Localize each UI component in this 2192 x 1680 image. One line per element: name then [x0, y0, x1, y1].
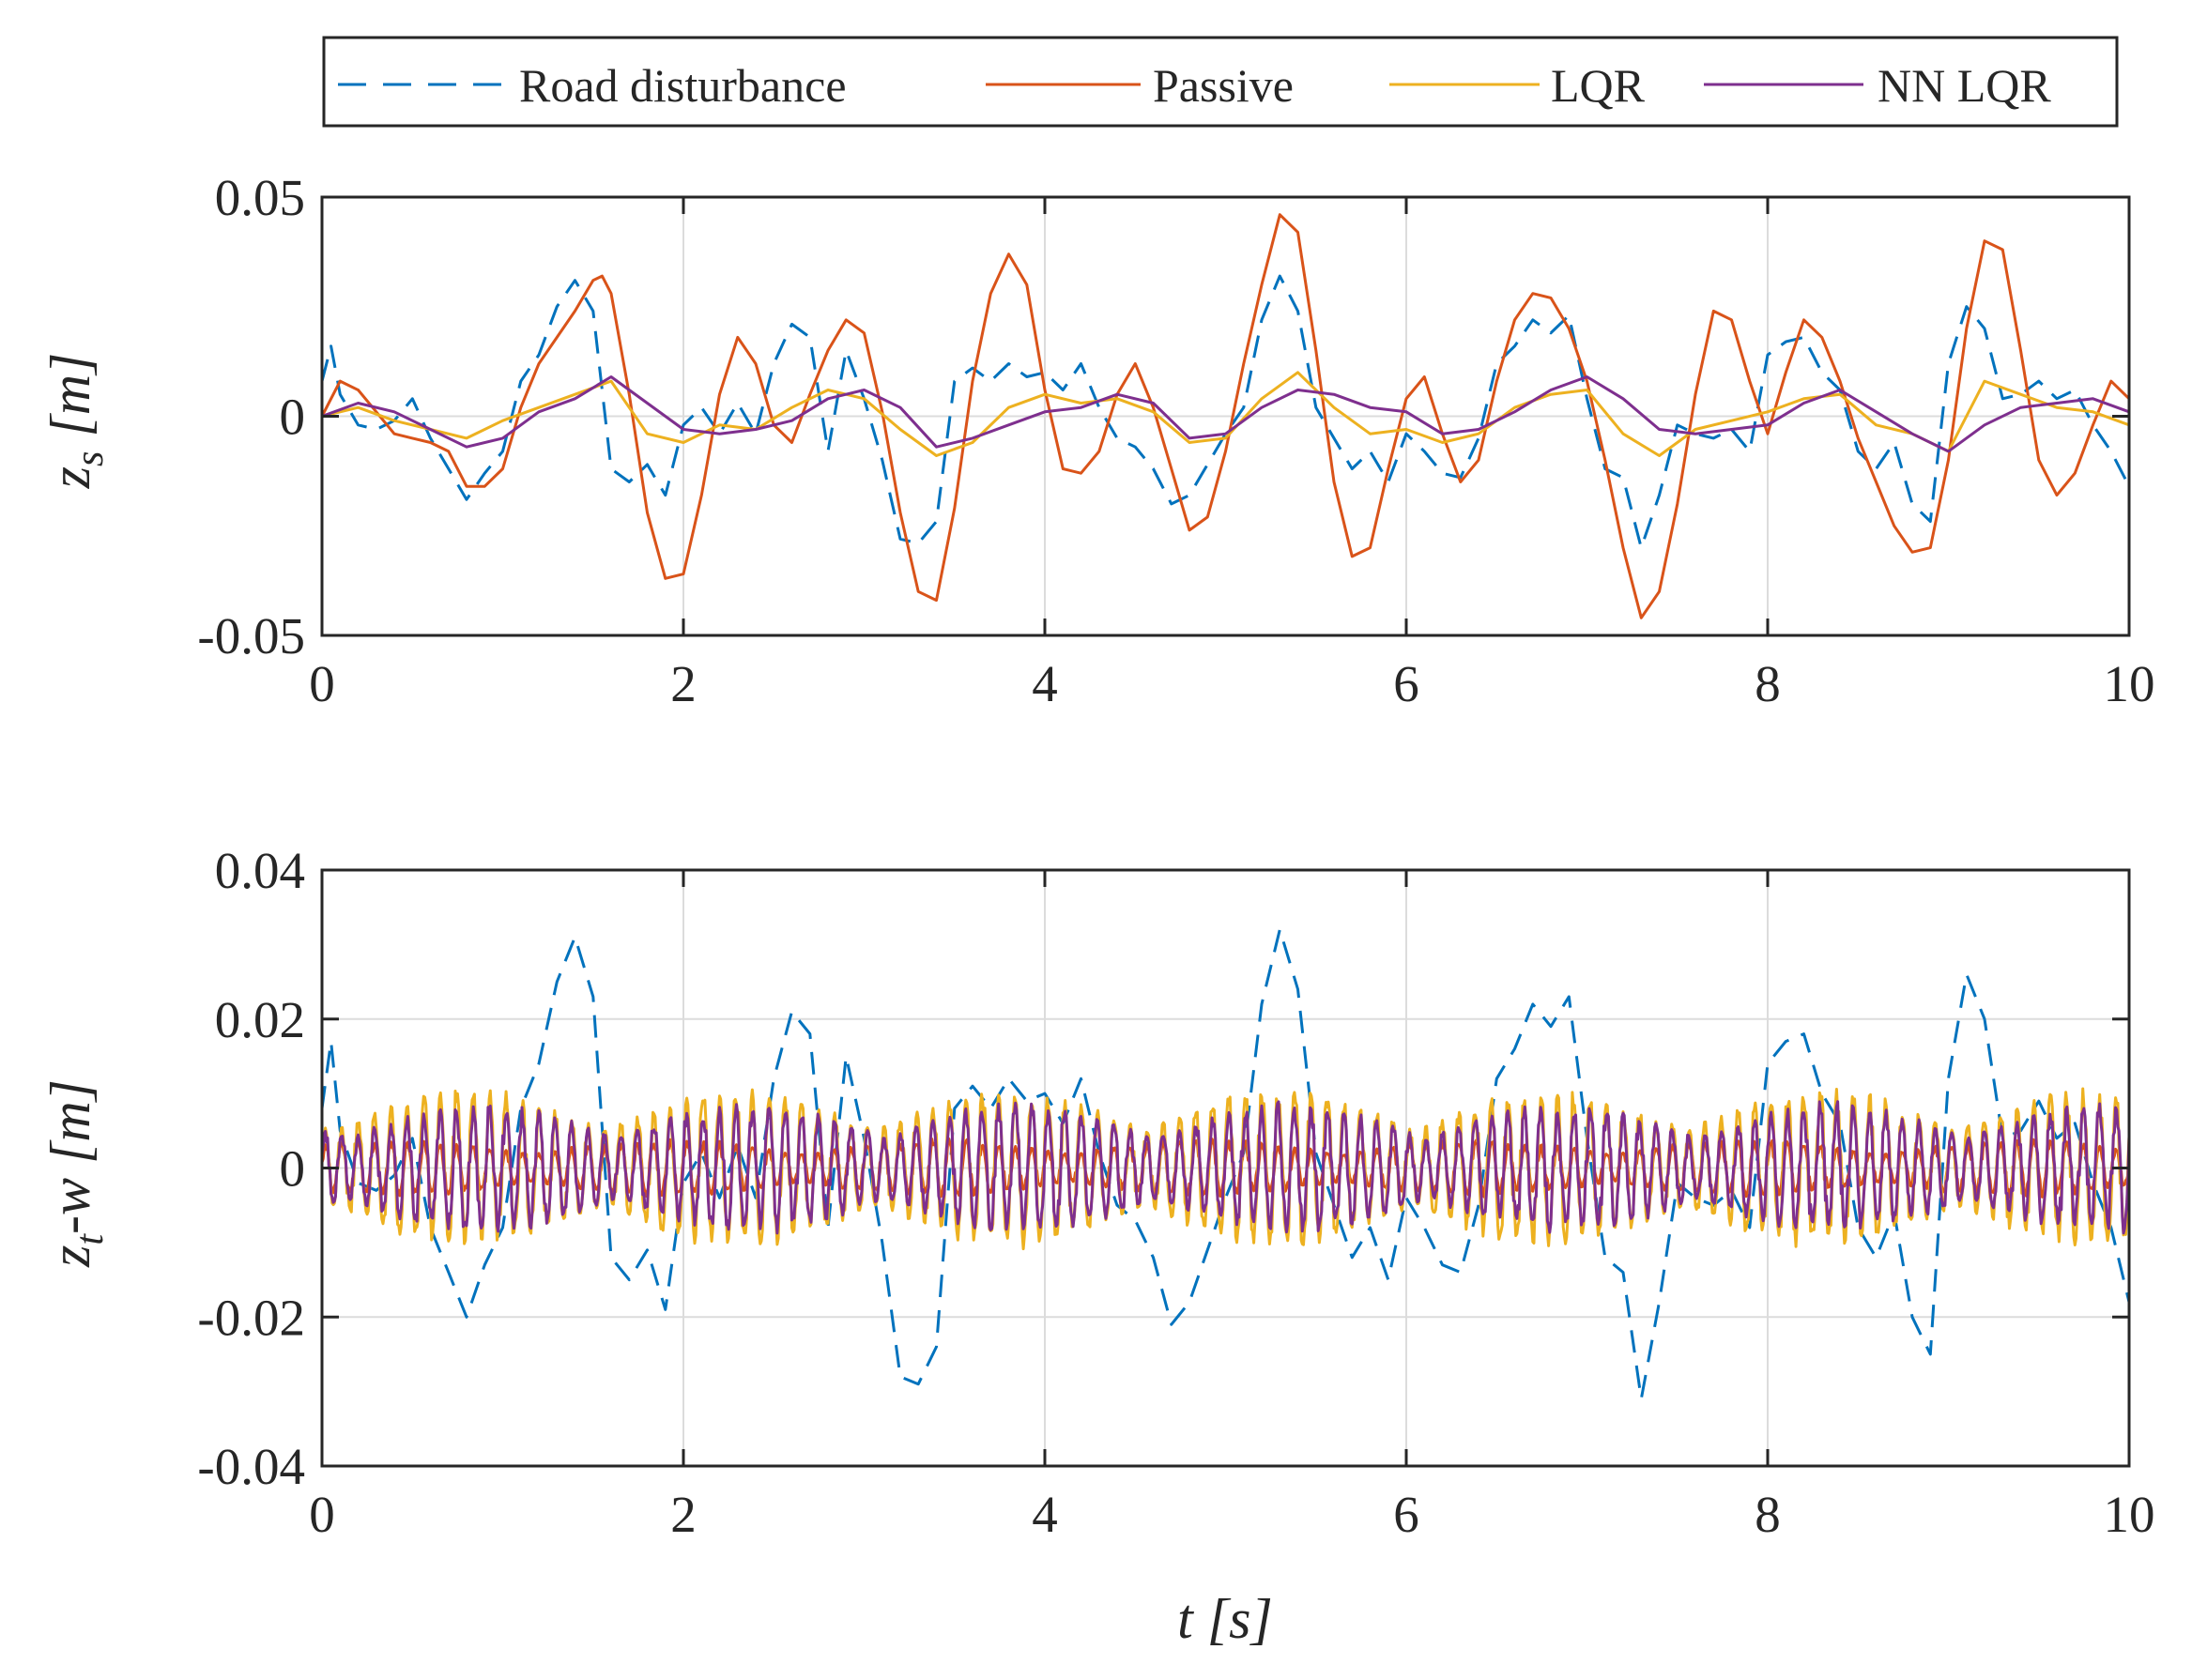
y-tick-label: -0.05 [197, 607, 305, 664]
x-tick-label: 8 [1755, 1486, 1781, 1543]
series-group [320, 213, 2131, 619]
series-group [320, 928, 2131, 1401]
series-passive [320, 213, 2131, 619]
y-axis-label-group: zt-w [m] [39, 1079, 112, 1268]
y-axis-label-subscript: t [69, 1233, 112, 1245]
legend-label-road-disturbance: Road disturbance [519, 59, 847, 112]
x-tick-label: 8 [1755, 655, 1781, 712]
series-road-disturbance [320, 274, 2131, 550]
y-axis-label-main: z [39, 1245, 101, 1268]
x-tick-label: 10 [2104, 655, 2155, 712]
y-axis-label: zs [m] [39, 353, 112, 490]
x-tick-label: 6 [1393, 1486, 1419, 1543]
legend-box [322, 36, 2119, 128]
series-nn-lqr [320, 1100, 2131, 1235]
y-tick-label: 0.04 [215, 842, 305, 899]
x-tick-label: 0 [309, 655, 335, 712]
legend-item-lqr: LQR [1389, 59, 1646, 112]
y-tick-label: 0.05 [215, 169, 305, 226]
series-nn-lqr [321, 375, 2130, 453]
grid-lines [322, 197, 2129, 635]
x-tick-label: 10 [2104, 1486, 2155, 1543]
x-tick-label: 2 [670, 1486, 697, 1543]
tick-marks: 0 2 4 6 8 10 -0.04 -0.02 0 0.02 0.04 [197, 842, 2154, 1543]
y-axis-label-unit: -w [m] [39, 1079, 101, 1234]
y-tick-label: -0.04 [197, 1438, 305, 1495]
y-tick-label: 0 [280, 389, 306, 446]
y-tick-label: -0.02 [197, 1289, 305, 1346]
y-axis-label-main: z [39, 466, 101, 489]
legend-label-passive: Passive [1153, 59, 1294, 112]
legend-item-passive: Passive [986, 59, 1294, 112]
x-tick-label: 0 [309, 1486, 335, 1543]
x-tick-label: 2 [670, 655, 697, 712]
y-axis-label-subscript: s [69, 451, 112, 466]
legend-item-nn-lqr: NN LQR [1704, 59, 2051, 112]
tire-deflection-plot: 0 2 4 6 8 10 -0.04 -0.02 0 0.02 0.04 zt-w [m] t [s… [39, 842, 2155, 1650]
legend: Road disturbance Passive LQR NN LQR [322, 36, 2119, 128]
x-axis-label: t [s] [1177, 1588, 1273, 1650]
y-tick-label: 0 [280, 1140, 306, 1198]
legend-item-road-disturbance: Road disturbance [338, 59, 847, 112]
y-axis-label: zt-w [m] [39, 1079, 112, 1268]
x-tick-label: 4 [1032, 655, 1058, 712]
legend-label-nn-lqr: NN LQR [1878, 59, 2051, 112]
legend-label-lqr: LQR [1551, 59, 1646, 112]
y-axis-label-unit: [m] [39, 353, 101, 451]
y-tick-label: 0.02 [215, 991, 305, 1048]
x-tick-label: 4 [1032, 1486, 1058, 1543]
x-tick-label: 6 [1393, 655, 1419, 712]
series-road-disturbance [320, 928, 2131, 1401]
y-axis-label-group: zs [m] [39, 353, 112, 490]
